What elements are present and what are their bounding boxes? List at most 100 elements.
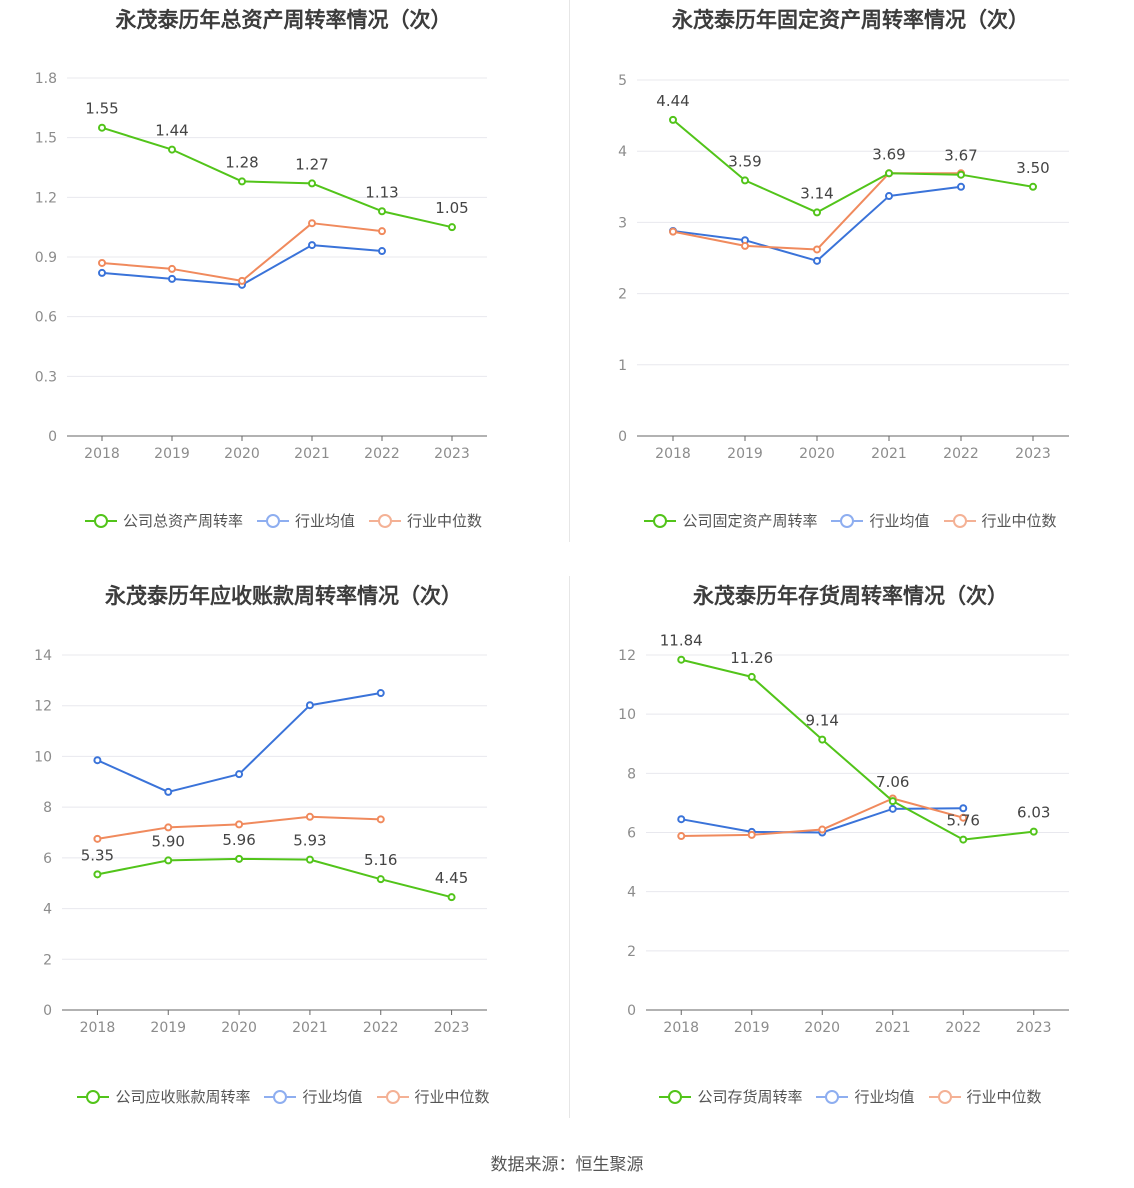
data-label: 1.55 <box>85 100 118 118</box>
y-tick-label: 14 <box>34 648 52 664</box>
legend-item-avg[interactable]: 行业均值 <box>816 1086 915 1107</box>
y-tick-label: 0 <box>48 429 57 445</box>
data-label: 1.44 <box>155 122 188 140</box>
y-tick-label: 0.6 <box>35 310 57 326</box>
chart-title: 永茂泰历年应收账款周转率情况（次） <box>105 584 462 608</box>
data-point-company <box>448 223 456 232</box>
data-label: 5.76 <box>947 812 980 830</box>
legend-label: 行业中位数 <box>966 1088 1042 1106</box>
data-point-company <box>376 875 385 884</box>
data-label: 6.03 <box>1017 804 1050 822</box>
data-source: 数据来源：恒生聚源 <box>490 1155 644 1175</box>
data-point-company <box>308 179 316 188</box>
y-tick-label: 4 <box>43 902 52 918</box>
legend: 公司应收账款周转率 行业均值 行业中位数 <box>0 1086 567 1107</box>
chart-panel-inventory: 永茂泰历年存货周转率情况（次） 0 2 4 6 8 10 12 2018 2019 2020 202… <box>567 576 1134 1151</box>
x-tick-label: 2019 <box>154 446 190 462</box>
data-label: 3.69 <box>872 145 905 163</box>
y-tick-label: 4 <box>618 144 627 160</box>
data-point-median <box>305 812 314 821</box>
data-point-company <box>747 672 756 681</box>
legend-label: 行业均值 <box>869 512 930 530</box>
panel-divider-top <box>569 0 570 542</box>
legend-company-icon <box>84 513 117 528</box>
data-point-avg <box>168 274 176 283</box>
x-tick-label: 2019 <box>150 1020 186 1036</box>
y-tick-label: 4 <box>627 885 636 901</box>
series-line-company <box>97 857 452 899</box>
y-tick-label: 2 <box>627 944 636 960</box>
data-point-avg <box>888 804 897 813</box>
data-point-avg <box>959 804 968 813</box>
data-point-median <box>747 830 756 839</box>
legend: 公司存货周转率 行业均值 行业中位数 <box>567 1086 1134 1107</box>
x-tick-label: 2020 <box>224 446 260 462</box>
legend-label: 行业中位数 <box>981 512 1057 530</box>
data-label: 5.93 <box>293 832 326 850</box>
data-label: 3.59 <box>728 152 761 170</box>
data-point-company <box>677 655 686 664</box>
data-point-median <box>235 820 244 829</box>
x-tick-label: 2021 <box>292 1020 328 1036</box>
data-point-company <box>888 797 897 806</box>
x-tick-label: 2022 <box>364 446 400 462</box>
chart-panel-total-assets: 永茂泰历年总资产周转率情况（次） 0 0.3 0.6 0.9 1.2 1.5 1.8 2018… <box>0 0 567 575</box>
data-label: 1.28 <box>225 153 258 171</box>
legend-item-median[interactable]: 行业中位数 <box>376 1086 490 1107</box>
legend-item-company[interactable]: 公司应收账款周转率 <box>77 1086 250 1107</box>
series-line-company <box>672 119 1034 214</box>
data-point-median <box>669 227 677 236</box>
data-point-company <box>164 856 173 865</box>
y-tick-label: 0 <box>43 1003 52 1019</box>
legend-label: 行业均值 <box>294 512 355 530</box>
y-tick-label: 8 <box>627 766 636 782</box>
data-label: 5.35 <box>81 846 114 864</box>
data-point-avg <box>308 241 316 250</box>
panel-divider-bottom <box>569 576 570 1118</box>
y-tick-label: 8 <box>43 800 52 816</box>
legend-item-company[interactable]: 公司存货周转率 <box>659 1086 802 1107</box>
data-point-company <box>813 208 821 217</box>
legend-item-avg[interactable]: 行业均值 <box>256 510 355 531</box>
legend-item-avg[interactable]: 行业均值 <box>264 1086 363 1107</box>
legend-item-median[interactable]: 行业中位数 <box>369 510 482 531</box>
legend-company-icon <box>77 1089 110 1104</box>
x-tick-label: 2021 <box>875 1020 911 1036</box>
x-tick-label: 2019 <box>727 446 763 462</box>
data-point-median <box>677 832 686 841</box>
y-tick-label: 1.5 <box>35 131 57 147</box>
legend-item-company[interactable]: 公司固定资产周转率 <box>644 510 817 531</box>
line-chart-inventory: 0 2 4 6 8 10 12 2018 2019 2020 2021 2022 2023 11.84 11… <box>618 632 1069 1036</box>
data-point-median <box>98 258 106 267</box>
data-point-company <box>669 115 677 124</box>
data-point-median <box>238 276 246 285</box>
x-tick-label: 2022 <box>943 446 979 462</box>
x-tick-label: 2018 <box>80 1020 116 1036</box>
y-tick-label: 0.3 <box>35 369 57 385</box>
legend-item-median[interactable]: 行业中位数 <box>928 1086 1042 1107</box>
data-point-company <box>305 855 314 864</box>
x-tick-label: 2023 <box>434 446 470 462</box>
legend-avg-icon <box>831 513 864 528</box>
legend-median-icon <box>943 513 976 528</box>
legend-item-median[interactable]: 行业中位数 <box>943 510 1057 531</box>
data-label: 4.45 <box>435 869 468 887</box>
legend-avg-icon <box>256 513 289 528</box>
data-point-avg <box>93 756 102 765</box>
legend-item-avg[interactable]: 行业均值 <box>831 510 930 531</box>
legend-median-icon <box>928 1089 961 1104</box>
legend-item-company[interactable]: 公司总资产周转率 <box>84 510 243 531</box>
data-point-company <box>168 145 176 154</box>
y-tick-label: 0.9 <box>35 250 57 266</box>
data-point-median <box>93 834 102 843</box>
y-tick-label: 6 <box>43 851 52 867</box>
data-label: 3.14 <box>800 184 833 202</box>
data-point-company <box>378 207 386 216</box>
data-point-avg <box>677 815 686 824</box>
x-tick-label: 2020 <box>799 446 835 462</box>
x-tick-label: 2019 <box>734 1020 770 1036</box>
y-tick-label: 12 <box>34 699 52 715</box>
data-point-company <box>1029 827 1038 836</box>
data-point-company <box>1029 182 1037 191</box>
chart-panel-receivables: 永茂泰历年应收账款周转率情况（次） 0 2 4 6 8 10 12 14 2018 2019 202… <box>0 576 567 1151</box>
